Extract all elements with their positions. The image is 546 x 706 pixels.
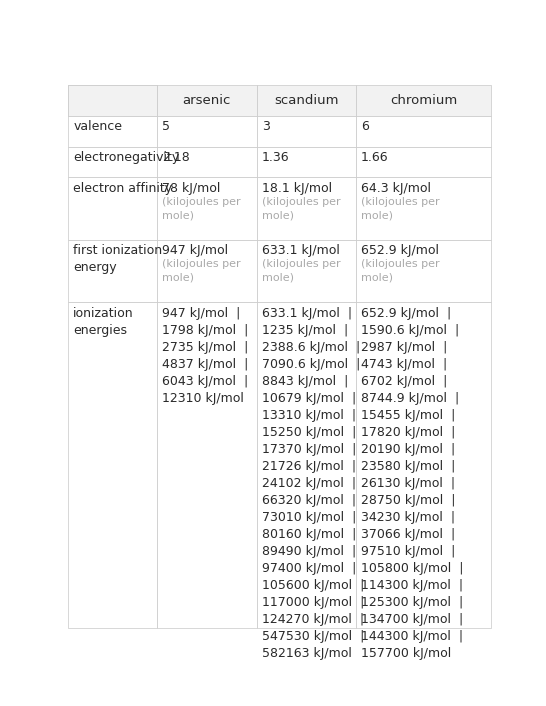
Bar bbox=[157, 116, 257, 147]
Text: 1.66: 1.66 bbox=[361, 151, 389, 164]
Text: 947 kJ/mol  |
1798 kJ/mol  |
2735 kJ/mol  |
4837 kJ/mol  |
6043 kJ/mol  |
12310 : 947 kJ/mol | 1798 kJ/mol | 2735 kJ/mol |… bbox=[162, 306, 248, 405]
Text: valence: valence bbox=[73, 120, 122, 133]
Bar bbox=[68, 116, 157, 147]
Bar bbox=[356, 147, 491, 177]
Bar bbox=[257, 116, 356, 147]
Text: ionization
energies: ionization energies bbox=[73, 306, 134, 337]
Text: (kilojoules per
mole): (kilojoules per mole) bbox=[262, 259, 340, 282]
Bar bbox=[356, 85, 491, 116]
Bar bbox=[257, 85, 356, 116]
Text: 78 kJ/mol: 78 kJ/mol bbox=[162, 182, 221, 195]
Bar bbox=[257, 177, 356, 240]
Text: 652.9 kJ/mol  |
1590.6 kJ/mol  |
2987 kJ/mol  |
4743 kJ/mol  |
6702 kJ/mol  |
87: 652.9 kJ/mol | 1590.6 kJ/mol | 2987 kJ/m… bbox=[361, 306, 464, 659]
Text: electronegativity: electronegativity bbox=[73, 151, 180, 164]
Bar bbox=[157, 240, 257, 302]
Text: 64.3 kJ/mol: 64.3 kJ/mol bbox=[361, 182, 431, 195]
Text: 2.18: 2.18 bbox=[162, 151, 190, 164]
Text: (kilojoules per
mole): (kilojoules per mole) bbox=[361, 197, 440, 220]
Text: scandium: scandium bbox=[274, 94, 339, 107]
Text: arsenic: arsenic bbox=[183, 94, 231, 107]
Bar bbox=[68, 177, 157, 240]
Text: 633.1 kJ/mol: 633.1 kJ/mol bbox=[262, 244, 340, 257]
Text: chromium: chromium bbox=[390, 94, 458, 107]
Bar bbox=[257, 147, 356, 177]
Text: (kilojoules per
mole): (kilojoules per mole) bbox=[262, 197, 340, 220]
Text: 652.9 kJ/mol: 652.9 kJ/mol bbox=[361, 244, 439, 257]
Bar bbox=[68, 85, 157, 116]
Bar bbox=[157, 85, 257, 116]
Text: 3: 3 bbox=[262, 120, 270, 133]
Text: (kilojoules per
mole): (kilojoules per mole) bbox=[162, 259, 241, 282]
Bar bbox=[356, 116, 491, 147]
Text: 1.36: 1.36 bbox=[262, 151, 289, 164]
Text: 633.1 kJ/mol  |
1235 kJ/mol  |
2388.6 kJ/mol  |
7090.6 kJ/mol  |
8843 kJ/mol  |
: 633.1 kJ/mol | 1235 kJ/mol | 2388.6 kJ/m… bbox=[262, 306, 364, 659]
Text: 5: 5 bbox=[162, 120, 170, 133]
Text: 947 kJ/mol: 947 kJ/mol bbox=[162, 244, 228, 257]
Bar bbox=[157, 302, 257, 628]
Text: 6: 6 bbox=[361, 120, 369, 133]
Bar bbox=[356, 302, 491, 628]
Text: (kilojoules per
mole): (kilojoules per mole) bbox=[361, 259, 440, 282]
Bar bbox=[68, 240, 157, 302]
Bar bbox=[157, 177, 257, 240]
Text: electron affinity: electron affinity bbox=[73, 182, 173, 195]
Bar bbox=[257, 302, 356, 628]
Text: (kilojoules per
mole): (kilojoules per mole) bbox=[162, 197, 241, 220]
Bar bbox=[356, 240, 491, 302]
Bar bbox=[257, 240, 356, 302]
Bar bbox=[157, 147, 257, 177]
Bar bbox=[68, 302, 157, 628]
Bar bbox=[356, 177, 491, 240]
Bar bbox=[68, 147, 157, 177]
Text: 18.1 kJ/mol: 18.1 kJ/mol bbox=[262, 182, 332, 195]
Bar bbox=[68, 85, 157, 116]
Text: first ionization
energy: first ionization energy bbox=[73, 244, 163, 274]
